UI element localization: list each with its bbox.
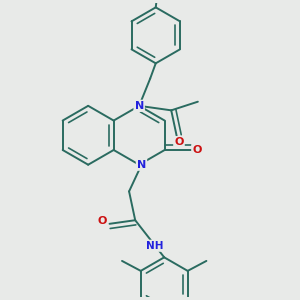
Text: O: O [98,217,107,226]
Text: N: N [137,160,146,170]
Text: NH: NH [146,241,164,251]
Text: N: N [134,101,144,111]
Text: O: O [174,137,184,147]
Text: O: O [192,145,202,155]
